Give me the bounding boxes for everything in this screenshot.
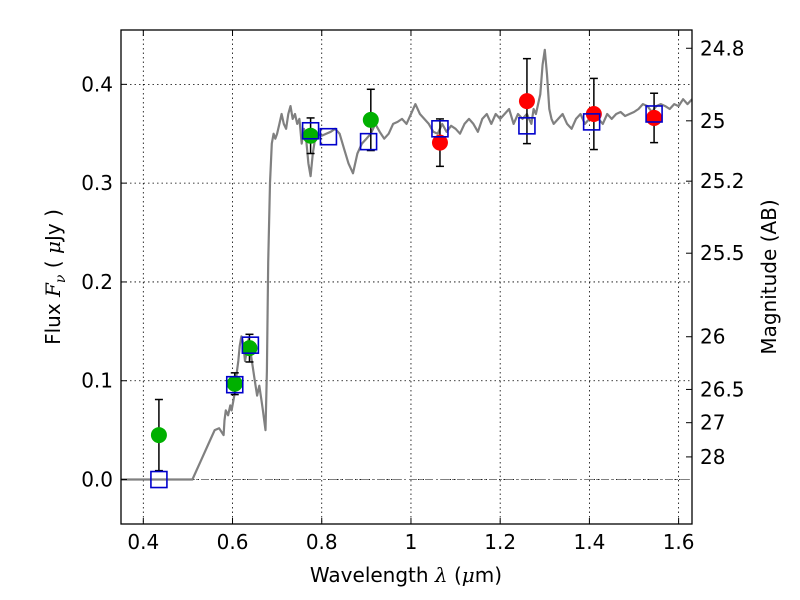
magnitude-tick-label: 28 <box>700 445 725 469</box>
y-tick-label: 0.0 <box>81 468 113 492</box>
model-squares <box>150 105 663 489</box>
data-points <box>150 93 663 444</box>
magnitude-tick-label: 25.2 <box>700 169 745 193</box>
magnitude-tick-label: 25 <box>700 109 725 133</box>
green-point <box>226 375 243 392</box>
green-point <box>362 111 379 128</box>
x-tick-label: 1.4 <box>573 530 605 554</box>
model-square <box>431 120 449 138</box>
model-square <box>359 132 378 151</box>
red-point <box>646 109 663 126</box>
green-point <box>150 427 167 444</box>
green-point <box>241 340 258 357</box>
magnitude-axis-label: Magnitude (AB) <box>757 199 781 354</box>
y-tick-label: 0.2 <box>81 270 113 294</box>
green-point <box>302 127 319 144</box>
magnitude-tick-label: 24.8 <box>700 36 745 60</box>
x-axis-ticks: 0.4 0.6 0.8 1 1.2 1.4 1.6 <box>127 30 695 554</box>
y-tick-label: 0.1 <box>81 369 113 393</box>
model-square <box>319 127 338 146</box>
y-tick-label: 0.3 <box>81 171 113 195</box>
y-axis-ticks: 0.0 0.1 0.2 0.3 0.4 <box>81 72 127 492</box>
red-point <box>431 134 448 151</box>
magnitude-tick-label: 26 <box>700 325 725 349</box>
model-square <box>518 117 536 135</box>
spectrum-line <box>121 48 693 481</box>
red-point <box>518 93 535 110</box>
model-square <box>645 105 663 123</box>
magnitude-axis-ticks: 24.8 25 25.2 25.5 26 26.5 27 28 <box>686 36 745 469</box>
y-tick-label: 0.4 <box>81 72 113 96</box>
x-tick-label: 0.4 <box>127 530 159 554</box>
y-axis-label: Flux Fν ( μJy ) <box>41 209 69 345</box>
x-tick-label: 1.6 <box>663 530 695 554</box>
magnitude-tick-label: 25.5 <box>700 241 745 265</box>
model-square <box>150 470 168 489</box>
x-tick-label: 1 <box>405 530 418 554</box>
x-tick-label: 0.6 <box>217 530 249 554</box>
magnitude-tick-label: 27 <box>700 411 725 435</box>
plot-frame <box>120 29 693 525</box>
x-tick-label: 1.2 <box>484 530 516 554</box>
model-spectrum <box>121 48 693 481</box>
model-square <box>241 336 260 354</box>
magnitude-tick-label: 26.5 <box>700 377 745 401</box>
model-square <box>582 113 601 131</box>
model-square <box>301 121 320 140</box>
x-tick-label: 0.8 <box>306 530 338 554</box>
x-axis-label: Wavelength λ (μm) <box>310 563 502 587</box>
model-square <box>225 375 244 394</box>
